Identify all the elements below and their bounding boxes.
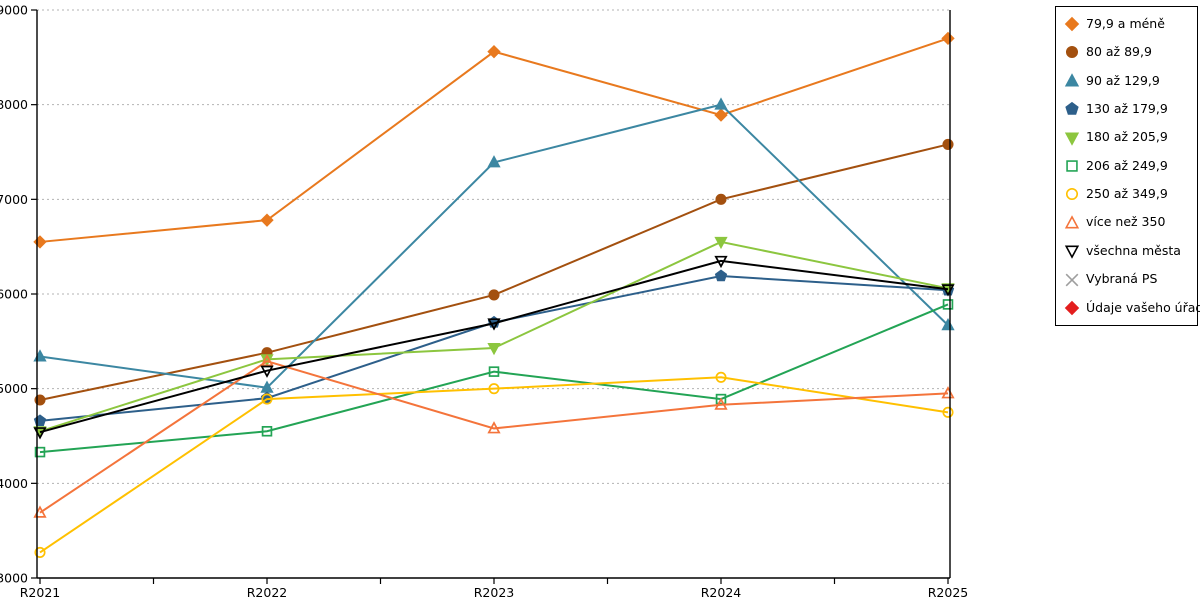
y-tick-label: 9000 (0, 3, 28, 18)
triangle-up-marker (487, 421, 501, 434)
legend-item: 250 až 349,9 (1064, 186, 1191, 202)
triangle-up-marker (714, 397, 728, 410)
pentagon-marker-icon (1065, 102, 1079, 115)
triangle-up-marker (1064, 214, 1080, 229)
square-marker (942, 299, 954, 310)
series-line (39, 37, 949, 243)
diamond-marker (941, 31, 955, 46)
legend-item: Údaje vašeho úřadu (1064, 300, 1200, 316)
diamond-marker-icon (1064, 16, 1080, 32)
y-tick-label: 4000 (0, 476, 28, 491)
y-tick-label: 6000 (0, 287, 28, 302)
legend-label: 250 až 349,9 (1086, 186, 1168, 202)
triangle-up-marker-icon (1064, 73, 1080, 87)
legend-item: všechna města (1064, 243, 1191, 259)
triangle-up-marker (714, 97, 728, 110)
series-line (39, 303, 949, 454)
square-marker (1066, 160, 1078, 172)
triangle-down-open-marker-icon (1064, 245, 1080, 259)
y-tick-label: 7000 (0, 192, 28, 207)
circle-marker (1065, 188, 1079, 201)
circle-marker (488, 383, 500, 395)
x-marker-icon (1065, 273, 1079, 286)
diamond-marker (33, 235, 47, 249)
square-marker (34, 446, 46, 458)
triangle-up-marker (1064, 73, 1080, 87)
pentagon-marker (714, 269, 728, 282)
x-marker (1065, 273, 1079, 286)
circle-marker (942, 138, 954, 150)
legend-item: 90 až 129,9 (1064, 73, 1191, 89)
circle-marker-icon (1065, 46, 1079, 59)
legend-label: 90 až 129,9 (1086, 72, 1160, 88)
legend-item: 79,9 a méně (1064, 16, 1191, 32)
square-open-marker-icon (1066, 160, 1078, 172)
triangle-up-marker (487, 155, 501, 168)
x-tick-label: R2025 (928, 585, 969, 600)
triangle-up-open-marker-icon (1064, 214, 1080, 229)
x-tick-label: R2023 (474, 585, 515, 600)
y-tick-label: 3000 (0, 571, 28, 586)
diamond-marker (260, 213, 274, 227)
legend-label: 79,9 a méně (1086, 15, 1165, 31)
legend-item: 206 až 249,9 (1064, 158, 1191, 174)
diamond-marker-icon (1064, 300, 1080, 316)
circle-marker (715, 371, 727, 383)
triangle-up-marker (260, 353, 274, 367)
legend-label: 130 až 179,9 (1086, 100, 1168, 116)
square-marker (715, 393, 727, 405)
x-tick-label: R2022 (247, 585, 288, 600)
legend-label: více než 350 (1086, 214, 1166, 230)
diamond-marker (1064, 300, 1080, 316)
series-line (39, 376, 949, 554)
diamond-marker (487, 44, 501, 59)
series-line (39, 360, 949, 514)
legend-label: 80 až 89,9 (1086, 44, 1152, 60)
circle-marker (261, 393, 273, 405)
pentagon-marker (1065, 102, 1079, 115)
legend-label: 206 až 249,9 (1086, 157, 1168, 173)
legend-item: 180 až 205,9 (1064, 130, 1191, 146)
circle-marker (34, 546, 46, 558)
triangle-down-marker (714, 236, 728, 250)
legend-label: Údaje vašeho úřadu (1086, 299, 1200, 315)
series-line (39, 240, 949, 433)
legend-item: Vybraná PS (1064, 272, 1191, 288)
circle-open-marker-icon (1065, 188, 1079, 201)
circle-marker (942, 406, 954, 418)
series-line (39, 259, 949, 434)
x-tick-label: R2024 (701, 585, 742, 600)
legend-item: 80 až 89,9 (1064, 44, 1191, 60)
triangle-down-marker-icon (1064, 132, 1080, 146)
legend-item: 130 až 179,9 (1064, 101, 1191, 117)
triangle-down-marker (1064, 245, 1080, 259)
y-tick-label: 5000 (0, 381, 28, 396)
diamond-marker (1064, 16, 1080, 32)
circle-marker (1065, 46, 1079, 59)
chart-legend: 79,9 a méně 80 až 89,9 90 až 129,9 130 a… (1055, 6, 1200, 326)
legend-item: více než 350 (1064, 214, 1191, 231)
circle-marker (488, 289, 500, 301)
triangle-down-marker (1064, 132, 1080, 146)
square-marker (488, 366, 500, 377)
legend-label: Vybraná PS (1086, 271, 1158, 287)
triangle-down-marker (487, 342, 501, 356)
legend-label: všechna města (1086, 242, 1181, 258)
y-tick-label: 8000 (0, 97, 28, 112)
square-marker (261, 425, 273, 437)
circle-marker (715, 193, 727, 205)
x-tick-label: R2021 (20, 585, 61, 600)
legend-label: 180 až 205,9 (1086, 129, 1168, 145)
triangle-down-marker (487, 318, 501, 331)
diamond-marker (714, 108, 728, 122)
triangle-down-marker (714, 255, 728, 269)
triangle-down-marker (260, 365, 274, 378)
